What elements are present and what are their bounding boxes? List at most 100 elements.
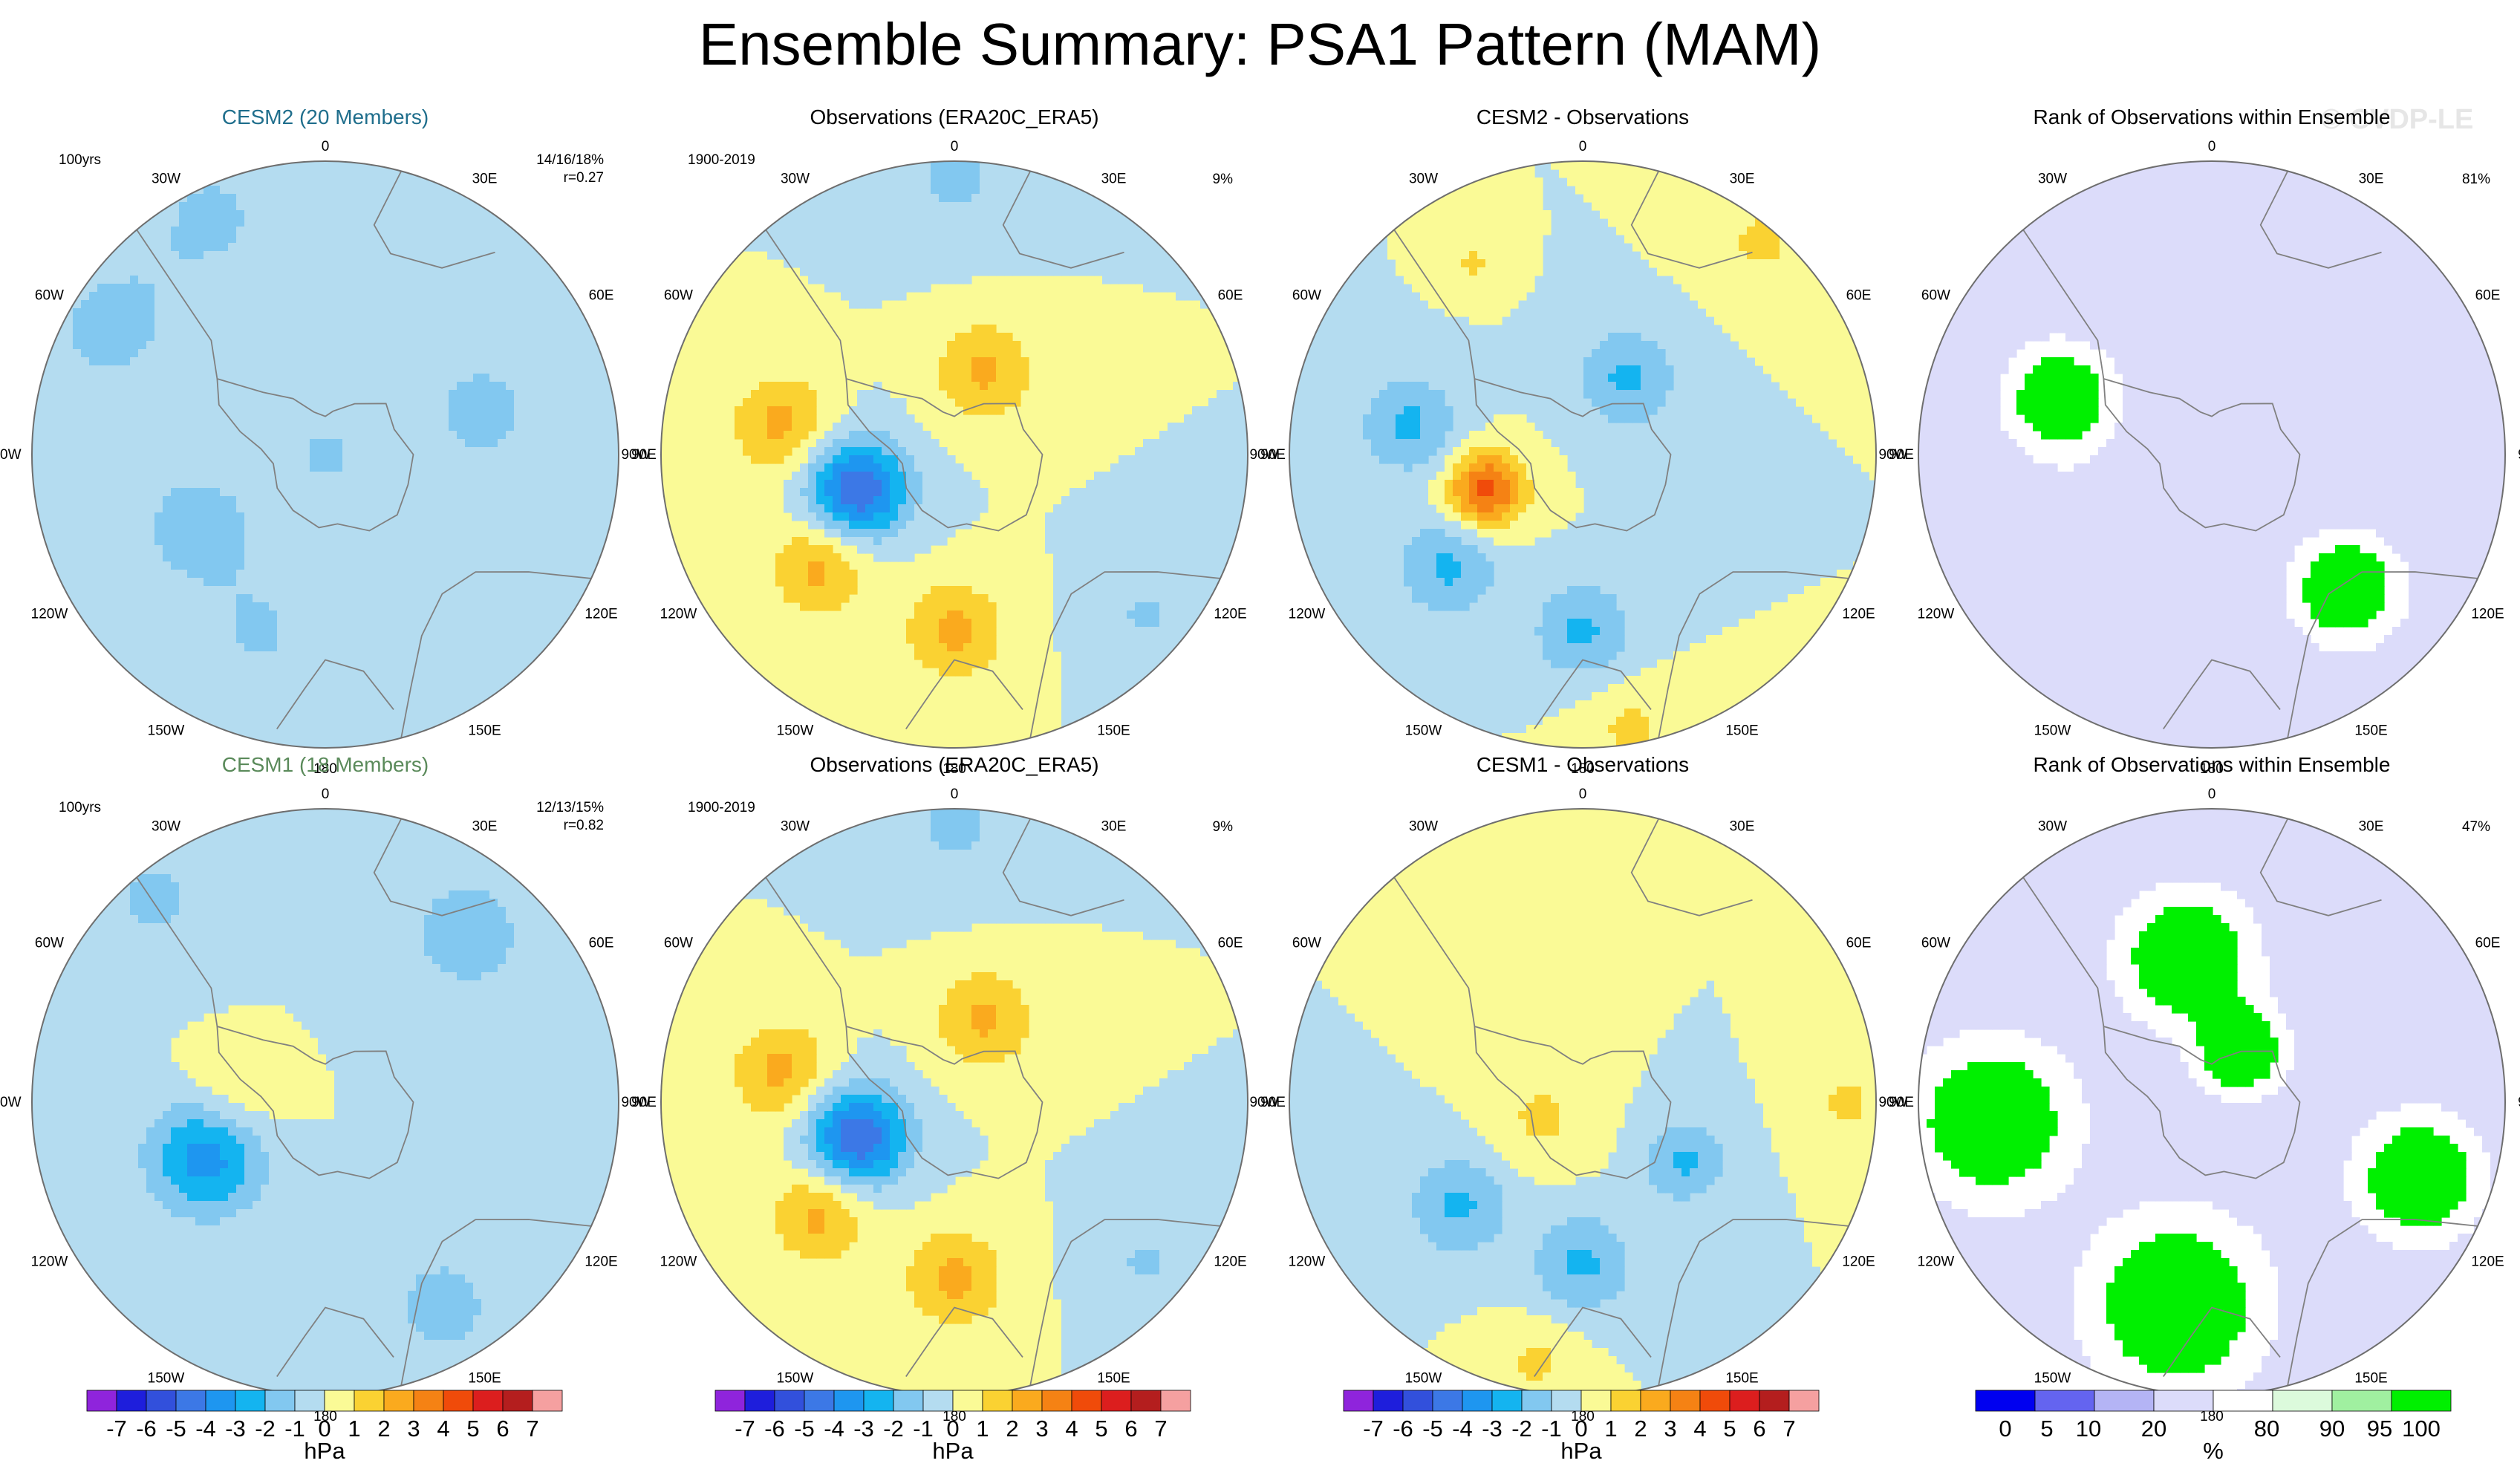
- field-cell: [73, 300, 82, 309]
- field-cell: [489, 578, 498, 587]
- field-cell: [342, 725, 351, 734]
- field-cell: [122, 259, 131, 268]
- field-cell: [228, 635, 237, 644]
- field-cell: [56, 521, 65, 530]
- field-cell: [424, 717, 433, 726]
- field-cell: [269, 561, 278, 570]
- field-cell: [481, 316, 490, 325]
- field-cell: [138, 472, 147, 481]
- field-cell: [105, 578, 114, 587]
- field-cell: [931, 267, 940, 276]
- field-cell: [538, 463, 547, 472]
- field-cell: [465, 545, 474, 554]
- field-cell: [506, 300, 515, 309]
- field-cell: [971, 349, 980, 358]
- field-cell: [285, 374, 294, 382]
- field-cell: [48, 374, 57, 382]
- field-cell: [138, 227, 147, 235]
- field-cell: [440, 447, 449, 456]
- field-cell: [579, 357, 588, 366]
- field-cell: [195, 594, 204, 603]
- field-cell: [1045, 227, 1054, 235]
- field-cell: [318, 423, 327, 431]
- field-cell: [522, 660, 531, 668]
- field-cell: [489, 325, 498, 333]
- field-cell: [269, 733, 278, 742]
- field-cell: [939, 186, 948, 195]
- field-cell: [228, 480, 237, 489]
- field-cell: [293, 643, 302, 652]
- field-cell: [310, 545, 319, 554]
- field-cell: [285, 308, 294, 317]
- field-cell: [449, 529, 458, 538]
- field-cell: [48, 553, 57, 562]
- field-cell: [506, 276, 515, 284]
- field-cell: [302, 251, 310, 260]
- field-cell: [1004, 178, 1013, 186]
- field-cell: [971, 398, 980, 407]
- field-cell: [816, 259, 825, 268]
- field-cell: [367, 300, 376, 309]
- field-cell: [342, 570, 351, 579]
- field-cell: [342, 267, 351, 276]
- field-cell: [351, 488, 359, 497]
- field-cell: [465, 398, 474, 407]
- field-cell: [187, 300, 196, 309]
- field-cell: [277, 292, 286, 301]
- field-cell: [334, 218, 343, 227]
- field-cell: [73, 374, 82, 382]
- field-cell: [285, 178, 294, 186]
- field-cell: [195, 488, 204, 497]
- field-cell: [130, 504, 139, 513]
- field-cell: [48, 365, 57, 374]
- field-cell: [154, 561, 163, 570]
- field-cell: [424, 341, 433, 350]
- field-cell: [1053, 178, 1062, 186]
- field-cell: [1094, 202, 1103, 211]
- field-cell: [522, 512, 531, 521]
- field-cell: [220, 447, 229, 456]
- field-cell: [416, 668, 425, 677]
- field-cell: [465, 276, 474, 284]
- field-cell: [440, 553, 449, 562]
- field-cell: [1086, 267, 1095, 276]
- field-cell: [530, 651, 539, 660]
- field-cell: [1029, 267, 1038, 276]
- field-cell: [285, 512, 294, 521]
- field-cell: [400, 178, 408, 186]
- field-cell: [146, 235, 155, 244]
- field-cell: [489, 259, 498, 268]
- field-cell: [171, 692, 180, 701]
- field-cell: [751, 390, 760, 399]
- field-cell: [277, 194, 286, 203]
- field-cell: [538, 357, 547, 366]
- field-cell: [506, 455, 515, 464]
- field-cell: [1053, 218, 1062, 227]
- field-cell: [302, 333, 310, 342]
- field-cell: [359, 512, 368, 521]
- field-cell: [236, 512, 245, 521]
- field-cell: [489, 651, 498, 660]
- field-cell: [457, 235, 466, 244]
- field-cell: [465, 521, 474, 530]
- field-cell: [154, 382, 163, 391]
- field-cell: [261, 463, 270, 472]
- field-cell: [465, 333, 474, 342]
- field-cell: [236, 700, 245, 709]
- field-cell: [40, 455, 49, 464]
- field-cell: [334, 472, 343, 481]
- field-cell: [400, 365, 408, 374]
- field-cell: [138, 684, 147, 693]
- field-cell: [302, 267, 310, 276]
- field-cell: [285, 431, 294, 440]
- field-cell: [449, 643, 458, 652]
- field-cell: [97, 390, 106, 399]
- field-cell: [105, 586, 114, 595]
- field-cell: [481, 627, 490, 636]
- field-cell: [440, 619, 449, 628]
- field-cell: [506, 480, 515, 489]
- field-cell: [882, 398, 891, 407]
- field-cell: [146, 537, 155, 546]
- field-cell: [914, 243, 923, 252]
- field-cell: [56, 472, 65, 481]
